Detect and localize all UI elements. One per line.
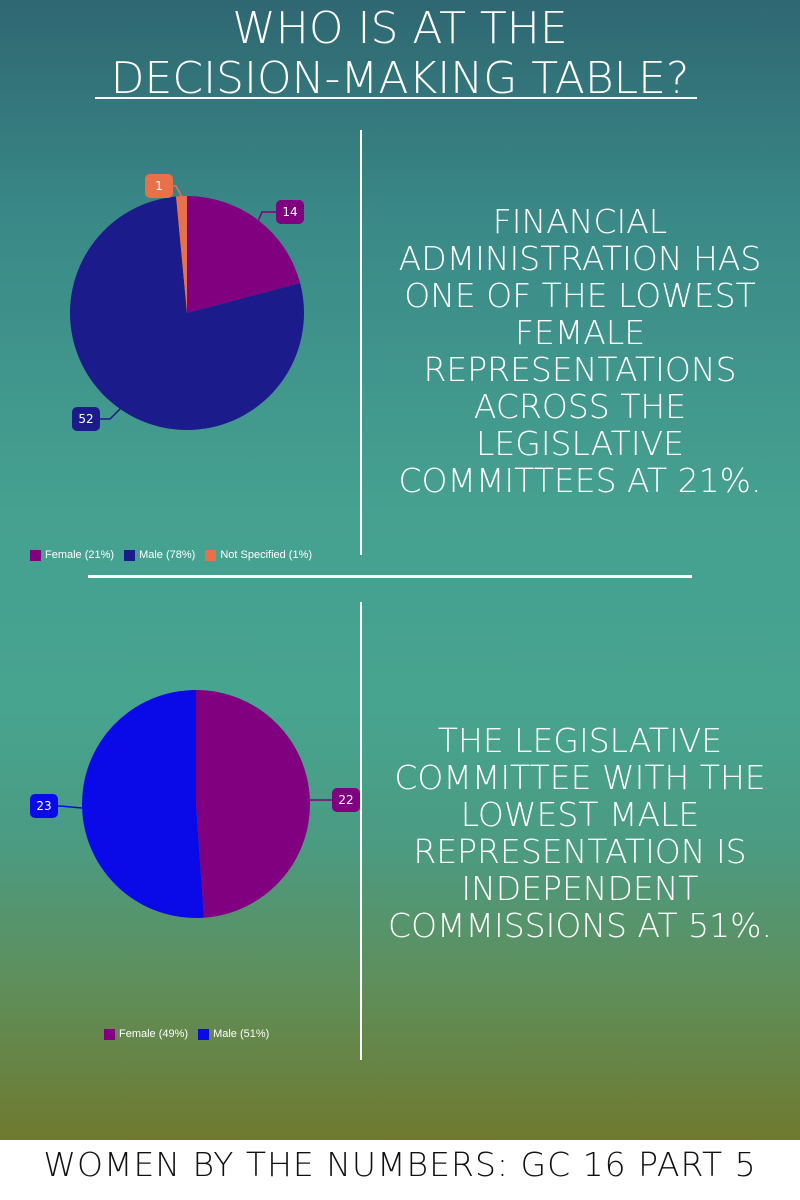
legend-item-female: Female (49%) xyxy=(104,1028,188,1040)
pie-1-label-box-female xyxy=(276,200,304,224)
legend-swatch-female xyxy=(104,1028,115,1040)
pie-2-label-box-male xyxy=(30,794,58,818)
pie-1-data-label-not-specified: 1 xyxy=(155,179,163,193)
statement-financial-administration: FINANCIAL ADMINISTRATION HAS ONE OF THE … xyxy=(380,203,780,499)
legend-swatch-not-specified xyxy=(205,549,217,561)
footer-text: WOMEN BY THE NUMBERS: GC 16 PART 5 xyxy=(43,1145,757,1184)
legend-label-female: Female (21%) xyxy=(45,549,115,561)
pie-2-data-label-male: 23 xyxy=(36,799,51,813)
pie-1-label-box-not-specified xyxy=(145,174,173,198)
pie-2-leader-male xyxy=(58,805,83,809)
vertical-divider-top xyxy=(360,130,362,555)
title-line-1: WHO IS AT THE xyxy=(232,3,568,54)
legend-item-female: Female (21%) xyxy=(30,549,114,561)
statement-2-line: LOWEST MALE xyxy=(460,795,700,834)
legend-label-not-specified: Not Specified (1%) xyxy=(220,549,313,561)
statement-1-line: ONE OF THE LOWEST xyxy=(404,276,756,315)
statement-2-line: THE LEGISLATIVE xyxy=(437,721,723,760)
pie-1-slice-female xyxy=(187,196,301,313)
statement-1-line: FEMALE xyxy=(514,313,646,352)
pie-2-slice-female xyxy=(196,690,311,918)
statement-1-line: FINANCIAL xyxy=(492,202,668,241)
pie-1-label-box-male xyxy=(72,407,100,431)
title-line-2: DECISION-MAKING TABLE? xyxy=(110,53,690,104)
legend-swatch-male xyxy=(198,1028,210,1040)
pie-chart-financial-administration: 14 52 1 xyxy=(70,174,305,431)
pie-1-leader-female xyxy=(257,211,276,221)
pie-1-leader-not-specified xyxy=(173,185,183,197)
vertical-divider-bottom xyxy=(360,602,362,1060)
pie-1-leader-male xyxy=(100,408,121,420)
pie-chart-independent-commissions: 22 23 xyxy=(30,690,360,918)
horizontal-divider xyxy=(88,575,692,578)
pie-1-data-label-female: 14 xyxy=(282,205,297,219)
pie-2-data-label-female: 22 xyxy=(338,793,353,807)
statement-1-line: ACROSS THE xyxy=(473,387,687,426)
legend-label-female: Female (49%) xyxy=(119,1028,189,1040)
pie-1-slice-male xyxy=(70,196,305,430)
statement-2-line: COMMISSIONS AT 51%. xyxy=(388,906,772,945)
statement-1-line: ADMINISTRATION HAS xyxy=(398,239,762,278)
legend-item-not-specified: Not Specified (1%) xyxy=(205,549,312,561)
legend-chart-1: Female (21%) Male (78%) Not Specified (1… xyxy=(30,549,312,561)
legend-label-male: Male (78%) xyxy=(139,549,196,561)
legend-item-male: Male (78%) xyxy=(124,549,195,561)
pie-1-slice-not-specified xyxy=(176,196,187,313)
footer-bar xyxy=(0,1140,800,1200)
pie-1-data-label-male: 52 xyxy=(78,412,93,426)
pie-2-label-box-female xyxy=(332,788,360,812)
page-title: WHO IS AT THE DECISION-MAKING TABLE? xyxy=(0,4,800,104)
legend-label-male: Male (51%) xyxy=(213,1028,270,1040)
statement-2-line: INDEPENDENT xyxy=(461,869,699,908)
legend-swatch-female xyxy=(30,549,41,561)
statement-independent-commissions: THE LEGISLATIVE COMMITTEE WITH THE LOWES… xyxy=(380,722,780,944)
statement-1-line: LEGISLATIVE xyxy=(476,424,684,463)
pie-2-slice-male xyxy=(82,690,204,918)
background-gradient xyxy=(0,0,800,1140)
legend-chart-2: Female (49%) Male (51%) xyxy=(104,1028,269,1040)
statement-1-line: REPRESENTATIONS xyxy=(423,350,737,389)
statement-1-line: COMMITTEES AT 21%. xyxy=(398,461,762,500)
statement-2-line: REPRESENTATION IS xyxy=(413,832,747,871)
statement-2-line: COMMITTEE WITH THE xyxy=(394,758,766,797)
title-underline xyxy=(95,97,697,99)
legend-swatch-male xyxy=(124,549,136,561)
legend-item-male: Male (51%) xyxy=(198,1028,269,1040)
